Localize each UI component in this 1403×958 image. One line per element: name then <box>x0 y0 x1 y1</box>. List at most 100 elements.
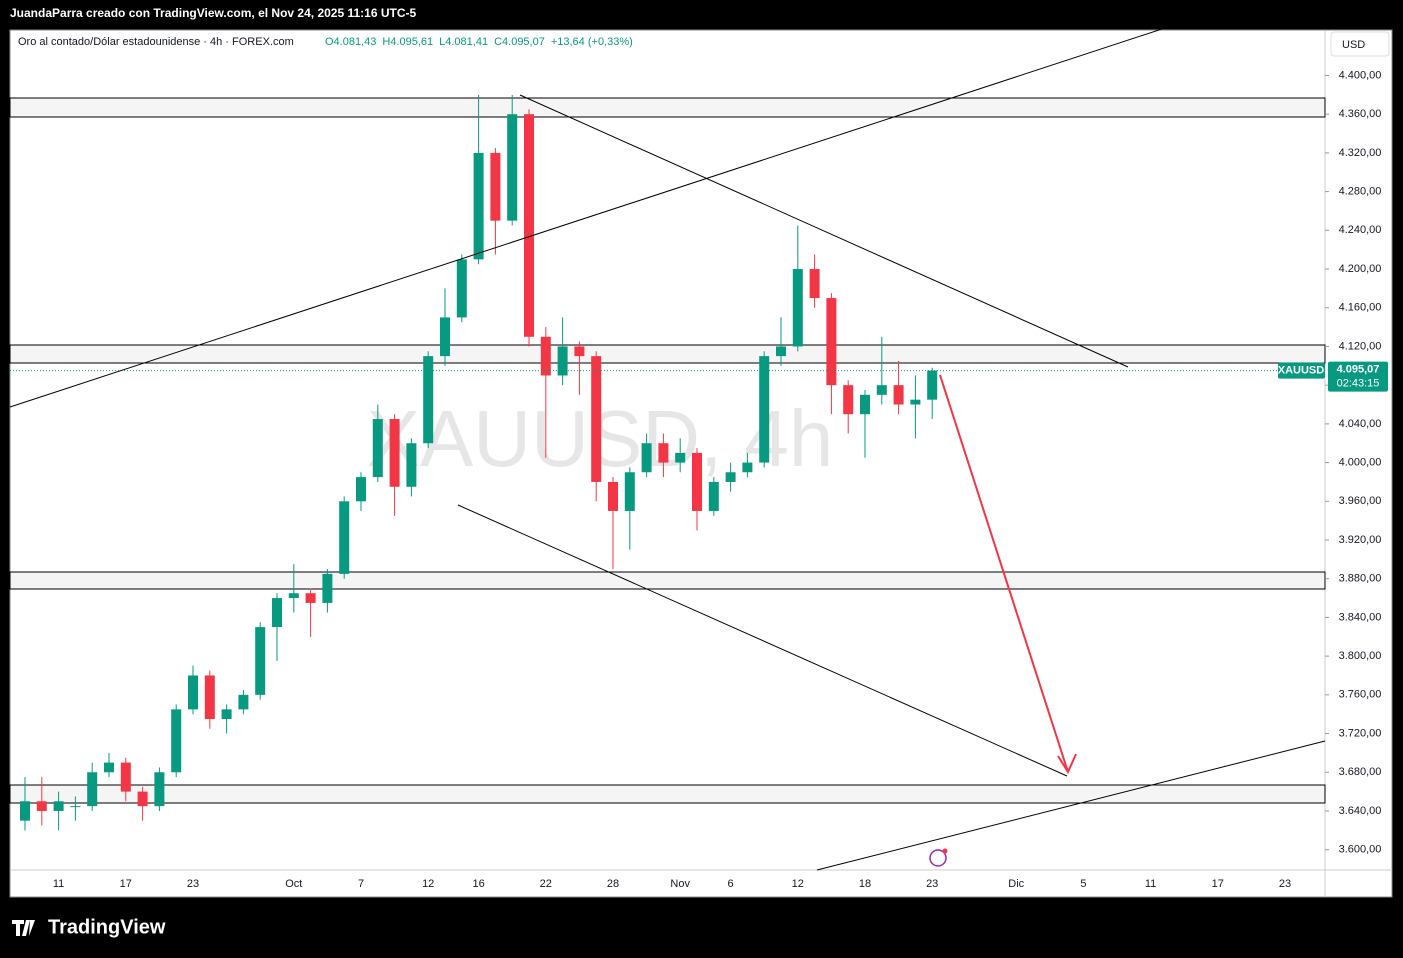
candle-body <box>423 356 434 444</box>
candle-body <box>456 259 467 318</box>
candle-body <box>708 481 719 511</box>
x-tick-label: 6 <box>728 878 734 890</box>
y-tick-label: 3.840,00 <box>1339 611 1382 623</box>
x-tick-label: 5 <box>1080 878 1086 890</box>
x-tick-label: 12 <box>792 878 804 890</box>
last-price: 4.095,07 <box>1337 363 1380 375</box>
zone <box>9 344 1326 364</box>
candle-body <box>372 419 383 478</box>
event-dot <box>942 848 948 854</box>
x-tick-label: Oct <box>285 878 302 890</box>
y-tick-label: 4.000,00 <box>1339 456 1382 468</box>
x-tick-label: 22 <box>540 878 552 890</box>
y-tick-label: 4.400,00 <box>1339 69 1382 81</box>
y-tick-label: 3.680,00 <box>1339 766 1382 778</box>
candle-body <box>440 317 450 357</box>
candle-body <box>87 772 98 807</box>
x-tick-label: 12 <box>422 878 434 890</box>
candle-body <box>70 806 81 808</box>
candle-body <box>305 593 316 603</box>
symbol: XAUUSD <box>1278 364 1325 376</box>
candle-body <box>322 573 333 603</box>
candle-body <box>809 269 820 299</box>
candle-body <box>204 675 215 720</box>
candle-body <box>641 443 652 473</box>
y-tick-label: 4.040,00 <box>1339 418 1382 430</box>
currency-button[interactable] <box>1330 31 1390 57</box>
author-line: JuandaParra creado con TradingView.com, … <box>10 6 416 20</box>
candle-body <box>272 598 282 628</box>
ohlc-legend: O4.081,43 H4.095,61 L4.081,41 C4.095,07 +13,… <box>325 36 633 48</box>
candle-body <box>860 394 870 415</box>
y-tick-label: 4.200,00 <box>1339 263 1382 275</box>
candle-body <box>356 477 366 502</box>
candle-body <box>927 370 938 400</box>
zone <box>9 97 1326 118</box>
y-tick-label: 4.280,00 <box>1339 186 1382 198</box>
candle-body <box>524 114 534 337</box>
zone <box>9 784 1326 804</box>
chart-title: Oro al contado/Dólar estadounidense · 4h… <box>18 36 294 48</box>
trendline <box>519 94 1129 368</box>
y-tick-label: 4.240,00 <box>1339 224 1382 236</box>
candle-body <box>221 709 232 720</box>
countdown: 02:43:15 <box>1337 377 1380 389</box>
candle-body <box>624 472 635 511</box>
candle-body <box>608 481 618 511</box>
candle-body <box>876 385 887 395</box>
x-tick-label: Dic <box>1008 878 1024 890</box>
candle-body <box>171 709 182 773</box>
arrow-head <box>1057 753 1077 775</box>
candle-body <box>591 356 602 482</box>
logo-icon <box>12 920 35 936</box>
ohlc-value: O4.081,43 <box>325 36 376 48</box>
y-tick-label: 3.800,00 <box>1339 650 1382 662</box>
projection-arrow <box>939 374 1077 775</box>
event-icon[interactable] <box>929 849 947 867</box>
x-tick-label: 7 <box>358 878 364 890</box>
candle-body <box>188 675 198 710</box>
x-tick-label: 23 <box>1279 878 1291 890</box>
candle-body <box>137 791 148 807</box>
candle-body <box>843 385 854 415</box>
candle-body <box>20 801 30 821</box>
candle-body <box>910 399 921 405</box>
x-tick-label: 16 <box>472 878 484 890</box>
y-tick-label: 3.600,00 <box>1339 844 1382 856</box>
candle-body <box>406 443 417 487</box>
candle-body <box>53 801 64 811</box>
trendline <box>816 740 1326 871</box>
candle-body <box>473 152 484 260</box>
y-tick-label: 3.880,00 <box>1339 573 1382 585</box>
candle-body <box>540 336 551 376</box>
x-tick-label: 18 <box>859 878 871 890</box>
candle-body <box>557 346 568 376</box>
y-tick-label: 4.160,00 <box>1339 302 1382 314</box>
candle-body <box>36 801 47 811</box>
drawings <box>9 97 1326 804</box>
x-tick-label: 28 <box>607 878 619 890</box>
candle-body <box>792 269 803 347</box>
candle-body <box>339 501 350 574</box>
x-tick-label: 11 <box>53 878 64 890</box>
currency: USD <box>1342 39 1365 51</box>
candle-body <box>104 762 114 773</box>
plot <box>10 94 1325 831</box>
candle-body <box>120 762 131 792</box>
candle-body <box>255 627 266 695</box>
candle-body <box>692 452 702 511</box>
candle-body <box>490 152 501 221</box>
candle-body <box>725 472 736 482</box>
y-tick-label: 4.120,00 <box>1339 340 1382 352</box>
candle-body <box>776 346 786 357</box>
x-tick-label: 17 <box>120 878 132 890</box>
x-tick-label: Nov <box>670 878 690 890</box>
price-tag <box>1328 361 1388 392</box>
x-tick-label: 17 <box>1212 878 1224 890</box>
y-tick-label: 3.760,00 <box>1339 689 1382 701</box>
zone <box>9 571 1326 590</box>
candle-body <box>675 452 686 463</box>
ohlc-value: H4.095,61 <box>382 36 433 48</box>
brand: TradingView <box>48 916 166 938</box>
